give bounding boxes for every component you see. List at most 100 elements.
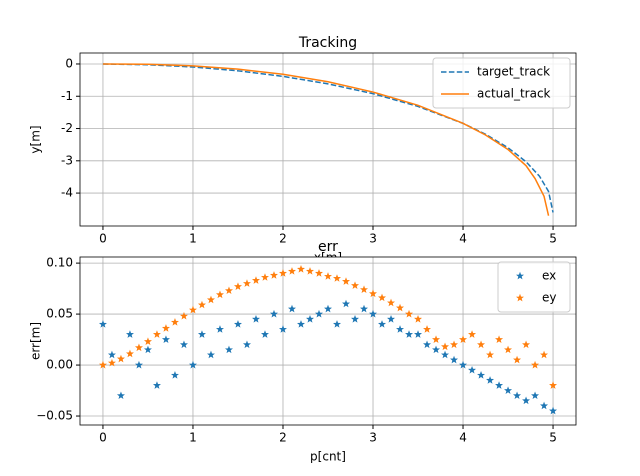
legend-label: ex — [542, 269, 556, 283]
point — [260, 330, 269, 338]
x-tick-label: 5 — [549, 232, 557, 246]
axes-frame — [79, 256, 577, 426]
point — [215, 325, 224, 333]
plot-area — [98, 265, 558, 415]
legend-box — [432, 57, 571, 109]
x-tick-label: 3 — [369, 431, 377, 445]
axes-background — [80, 257, 576, 425]
point — [513, 391, 522, 400]
point — [251, 314, 260, 323]
line — [102, 63, 554, 213]
y-tick-label: 0.10 — [46, 256, 73, 270]
point — [134, 360, 143, 369]
point — [116, 391, 125, 400]
point — [206, 350, 215, 359]
point — [116, 354, 125, 363]
point — [495, 381, 504, 389]
point — [233, 282, 242, 290]
point — [161, 335, 170, 343]
y-axis-label: y[m] — [29, 125, 43, 153]
point — [450, 340, 459, 349]
point — [297, 265, 305, 273]
point — [360, 285, 368, 294]
point — [134, 343, 143, 352]
x-tick-label: 1 — [189, 232, 197, 246]
point — [441, 342, 450, 351]
point — [279, 269, 287, 277]
point — [414, 314, 423, 323]
y-tick-label: 0.05 — [46, 307, 73, 321]
point — [242, 340, 251, 349]
point — [342, 277, 350, 285]
legend-label: target_track — [477, 65, 550, 79]
point — [549, 381, 558, 389]
point — [306, 314, 314, 323]
point — [125, 349, 134, 358]
point — [107, 358, 116, 367]
y-tick-label: −0.05 — [36, 409, 73, 423]
point — [188, 305, 197, 314]
point — [387, 298, 396, 307]
point — [315, 269, 323, 277]
point — [369, 309, 377, 318]
point — [188, 360, 197, 369]
point — [432, 345, 441, 354]
point — [143, 337, 152, 346]
y-tick-label: -1 — [61, 89, 73, 103]
point — [441, 350, 450, 359]
point — [98, 360, 107, 369]
point — [378, 293, 387, 302]
axes-frame — [79, 52, 577, 227]
point — [459, 335, 468, 343]
point — [170, 371, 179, 379]
legend-swatch — [516, 271, 524, 280]
x-tick-label: 3 — [369, 232, 377, 246]
y-tick-label: -2 — [61, 121, 73, 135]
point — [549, 406, 558, 415]
chart-title: err — [318, 239, 338, 255]
point — [423, 340, 432, 349]
point — [540, 350, 549, 359]
point — [414, 330, 423, 338]
point — [522, 340, 531, 349]
point — [468, 365, 477, 374]
point — [333, 320, 341, 328]
point — [269, 271, 278, 279]
x-tick-label: 0 — [99, 232, 107, 246]
point — [369, 289, 377, 298]
legend-swatch — [516, 293, 524, 302]
point — [224, 286, 233, 295]
chart-title: Tracking — [298, 35, 357, 51]
point — [477, 340, 486, 349]
point — [260, 273, 269, 281]
point — [179, 311, 188, 320]
point — [279, 325, 287, 333]
point — [315, 309, 323, 318]
line — [102, 63, 550, 216]
point — [107, 350, 116, 359]
point — [297, 320, 305, 328]
legend-box — [497, 261, 571, 313]
point — [152, 381, 161, 389]
point — [486, 376, 495, 384]
point — [405, 309, 414, 318]
point — [233, 320, 242, 328]
point — [405, 330, 414, 338]
x-tick-label: 4 — [459, 232, 467, 246]
point — [495, 335, 504, 343]
point — [540, 401, 549, 410]
point — [224, 345, 233, 354]
point — [288, 304, 296, 313]
x-tick-label: 0 — [99, 431, 107, 445]
point — [468, 330, 477, 338]
point — [432, 335, 441, 343]
point — [206, 295, 215, 304]
point — [215, 290, 224, 299]
y-tick-label: 0 — [65, 56, 73, 70]
point — [351, 314, 359, 323]
point — [324, 272, 332, 280]
point — [333, 274, 341, 282]
point — [459, 360, 468, 369]
point — [197, 300, 206, 309]
point — [251, 276, 260, 284]
